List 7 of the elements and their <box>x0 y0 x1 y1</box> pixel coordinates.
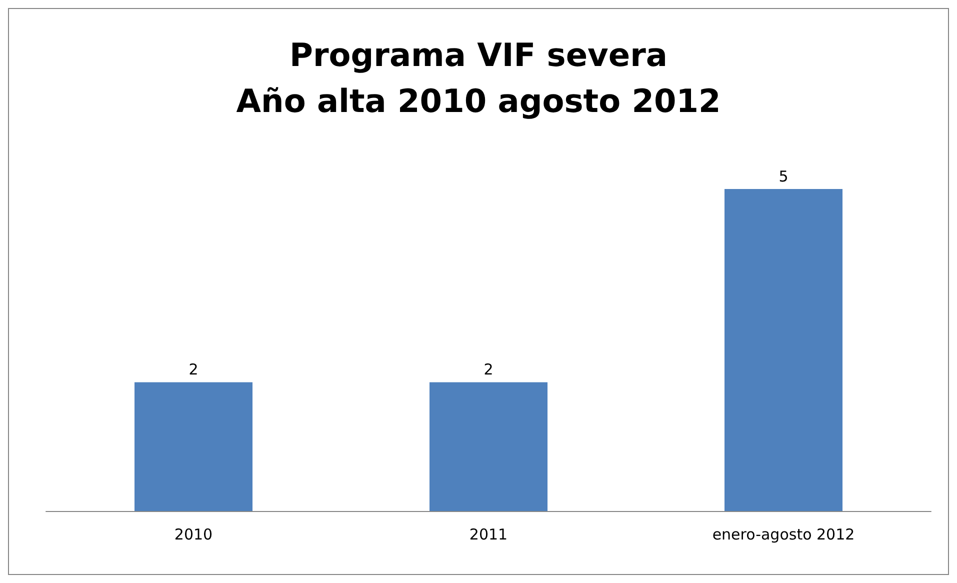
x-tick-label: 2010 <box>174 526 213 544</box>
x-tick-label: enero-agosto 2012 <box>712 526 855 544</box>
data-label: 5 <box>778 168 788 186</box>
data-label: 2 <box>188 360 198 379</box>
data-label: 2 <box>484 360 494 379</box>
x-tick-label: 2011 <box>469 526 508 544</box>
chart-title: Programa VIF severa Año alta 2010 agosto 2012 <box>236 36 721 120</box>
